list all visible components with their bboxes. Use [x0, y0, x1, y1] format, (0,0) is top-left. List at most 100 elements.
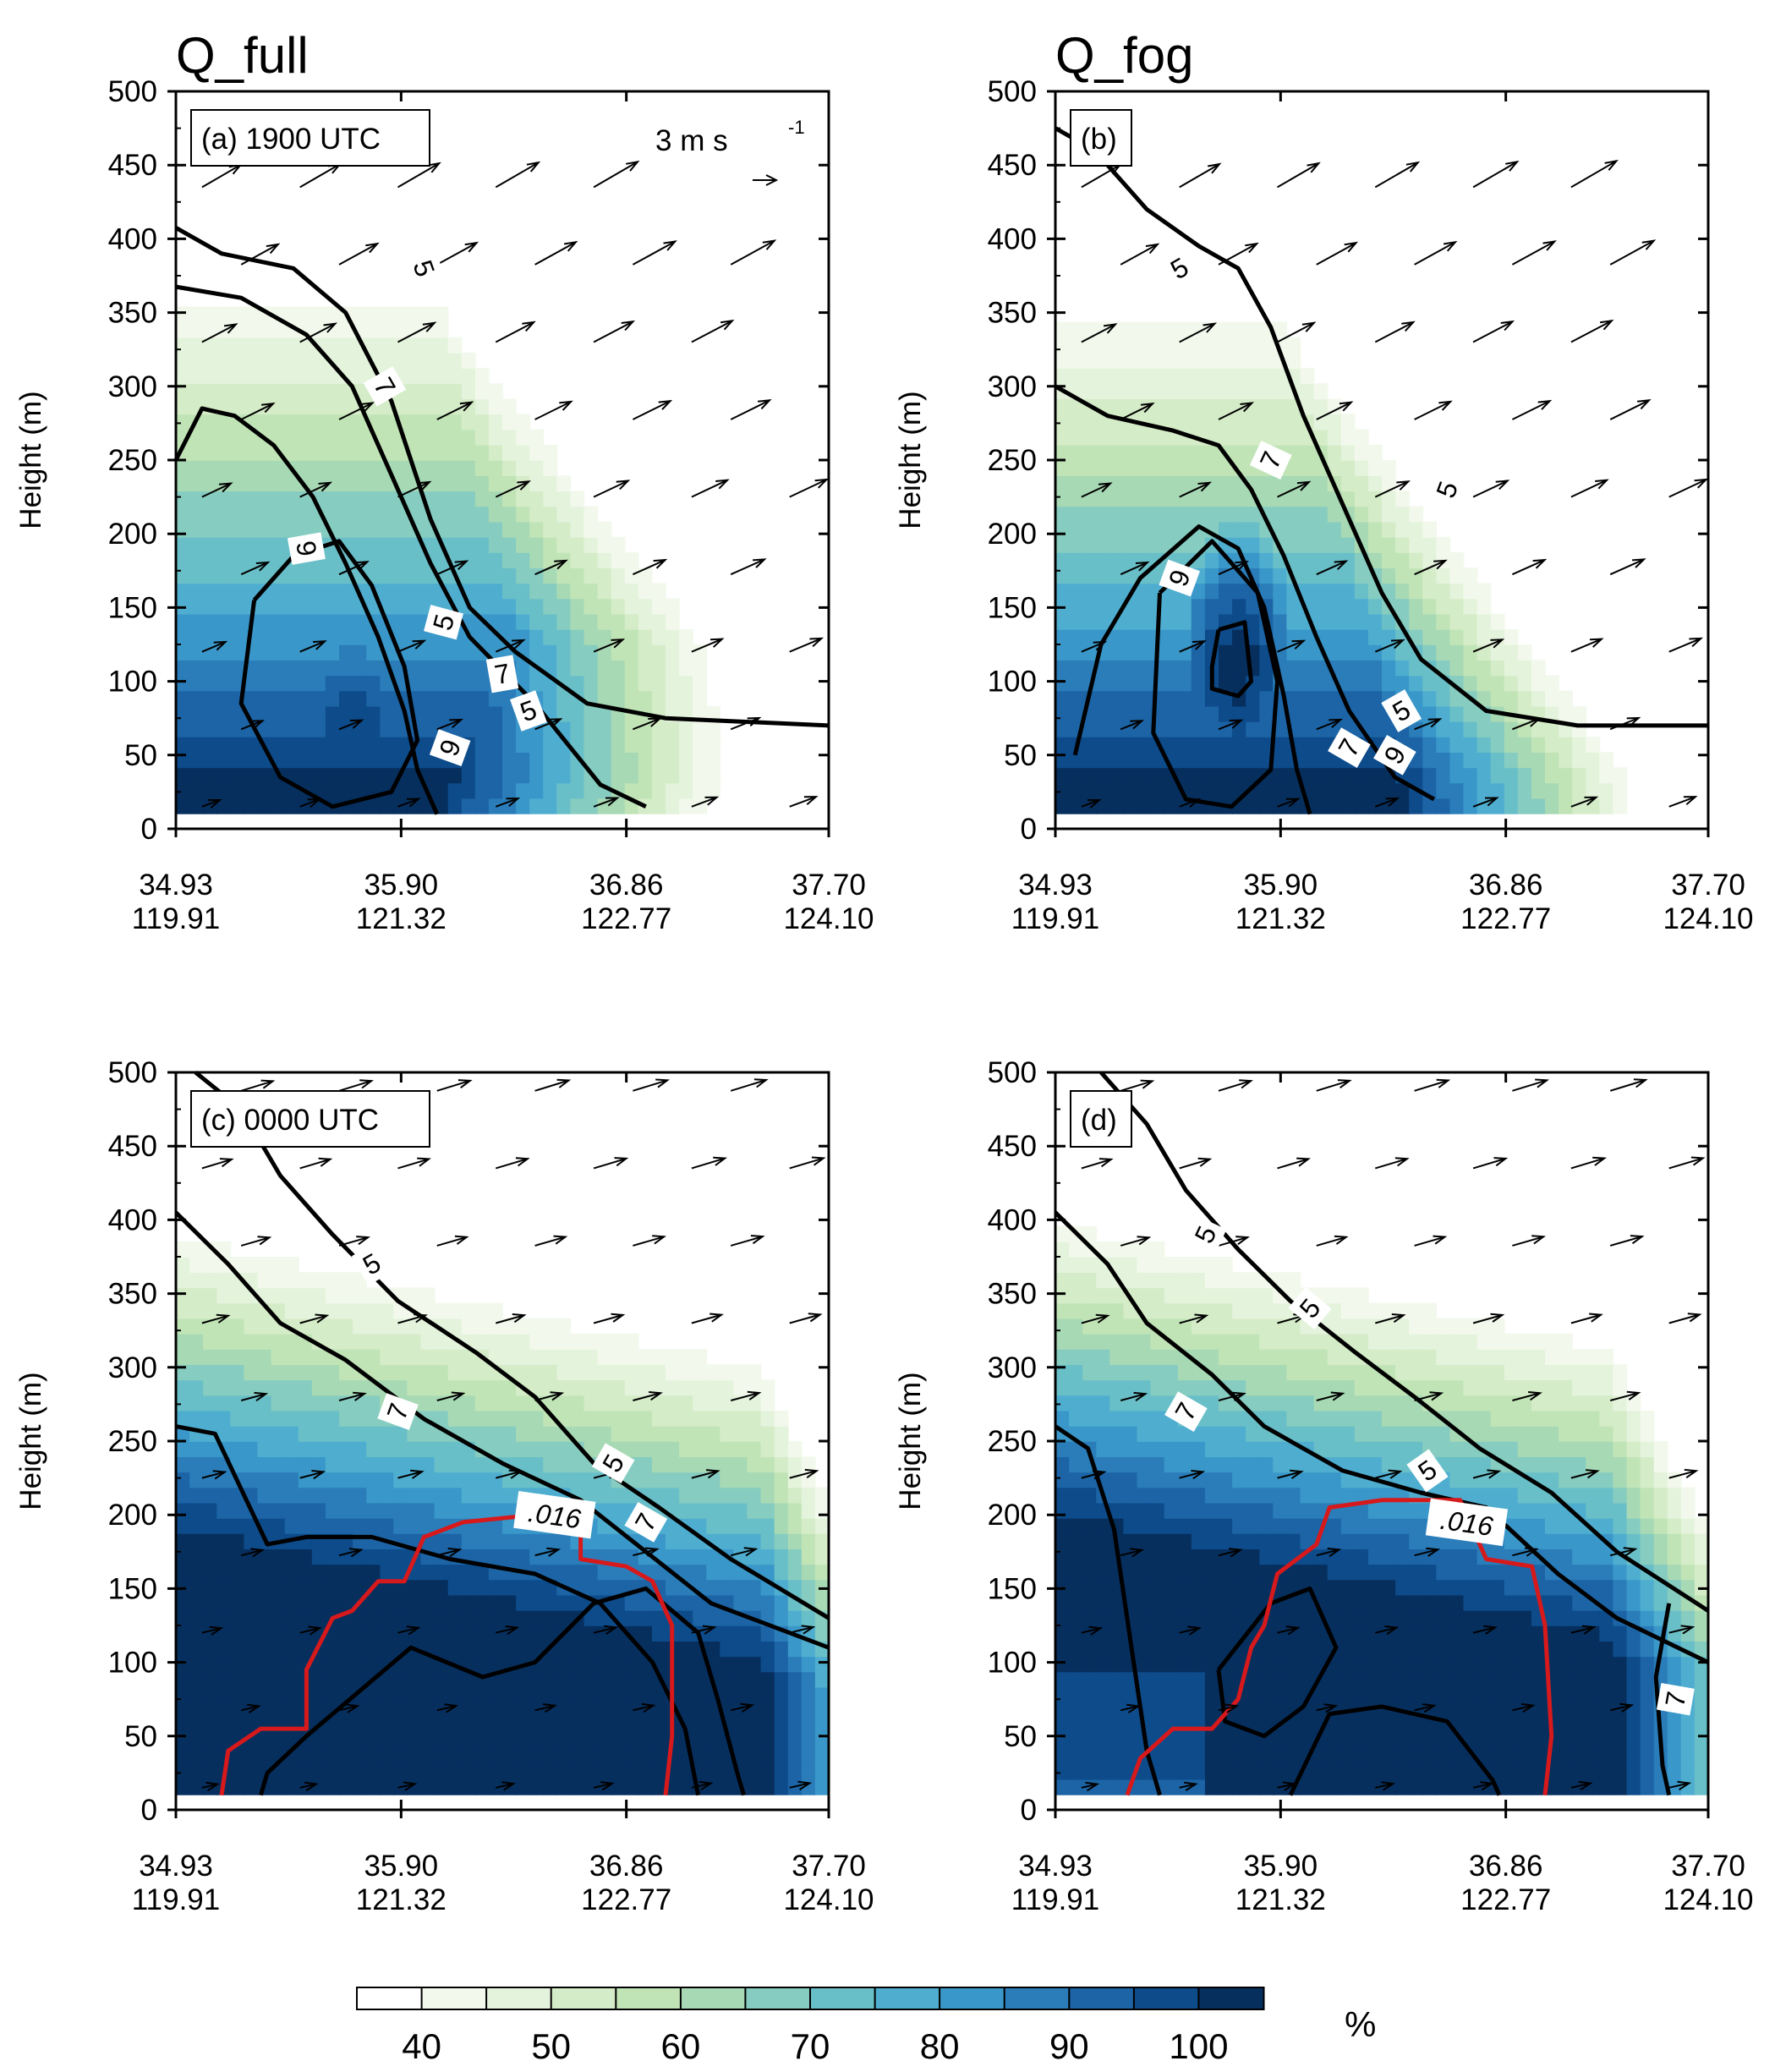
humidity-cell [1219, 368, 1233, 384]
humidity-cell [814, 1594, 830, 1611]
humidity-cell [1422, 752, 1438, 769]
wind-vector [1374, 639, 1405, 653]
humidity-cell [502, 1379, 517, 1396]
humidity-cell [1490, 798, 1505, 814]
humidity-cell [189, 491, 204, 507]
humidity-cell [570, 1564, 585, 1581]
humidity-cell [760, 1748, 775, 1765]
humidity-cell [1109, 1333, 1125, 1350]
humidity-cell [1340, 444, 1356, 461]
humidity-cell [189, 598, 204, 615]
humidity-cell [570, 567, 585, 584]
humidity-cell [244, 491, 259, 507]
humidity-cell [787, 1641, 803, 1658]
wind-vector [240, 1703, 261, 1713]
y-tick-label: 50 [1004, 739, 1037, 772]
humidity-cell [311, 1579, 326, 1596]
humidity-cell [339, 1379, 353, 1396]
humidity-cell [1476, 628, 1492, 645]
humidity-cell [1409, 521, 1424, 538]
humidity-cell [1109, 1702, 1125, 1718]
humidity-cell [284, 1364, 299, 1381]
humidity-cell [516, 1349, 530, 1365]
humidity-cell [529, 1609, 545, 1626]
humidity-cell [230, 552, 245, 568]
wind-vector-head [1235, 561, 1249, 571]
humidity-cell [488, 752, 503, 769]
humidity-cell [474, 767, 490, 784]
humidity-cell [393, 337, 408, 354]
humidity-cell [706, 1609, 721, 1626]
humidity-cell [216, 583, 232, 600]
humidity-cell [176, 628, 190, 645]
humidity-cell [651, 798, 666, 814]
humidity-cell [176, 475, 190, 492]
humidity-cell [420, 444, 436, 461]
humidity-cell [353, 414, 367, 430]
humidity-cell [543, 1456, 558, 1473]
humidity-cell [366, 644, 381, 661]
humidity-cell [666, 798, 680, 814]
humidity-cell [1069, 675, 1083, 692]
humidity-cell [1150, 368, 1165, 384]
wind-vector [789, 1156, 826, 1170]
humidity-cell [1219, 552, 1233, 568]
humidity-cell [1476, 752, 1492, 769]
humidity-cell [1082, 613, 1098, 630]
humidity-cell [488, 628, 503, 645]
humidity-cell [284, 1609, 299, 1626]
humidity-cell [706, 1502, 721, 1519]
wind-vector-head [1140, 403, 1155, 414]
humidity-cell [339, 521, 353, 538]
humidity-cell [311, 1748, 326, 1765]
wind-vector-head [260, 1079, 276, 1089]
humidity-cell [1123, 368, 1138, 384]
humidity-cell [1069, 1702, 1083, 1718]
humidity-cell [271, 506, 286, 523]
humidity-cell [1069, 1517, 1083, 1534]
humidity-cell [380, 1718, 395, 1734]
humidity-cell [1069, 1241, 1083, 1258]
humidity-cell [1449, 598, 1465, 615]
humidity-cell [583, 1364, 599, 1381]
wind-vector-shaft [338, 1705, 358, 1712]
humidity-cell [366, 1425, 381, 1442]
humidity-cell [284, 721, 299, 737]
wind-vector [1472, 480, 1510, 498]
humidity-cell [651, 690, 666, 707]
humidity-cell [311, 1502, 326, 1519]
humidity-cell [760, 1487, 775, 1504]
humidity-cell [760, 1379, 775, 1396]
humidity-cell [1191, 1257, 1206, 1273]
humidity-cell [1531, 782, 1546, 799]
humidity-cell [1150, 444, 1165, 461]
wind-vector-shaft [397, 321, 436, 343]
humidity-cell [1177, 1625, 1192, 1642]
humidity-cell [1069, 1625, 1083, 1642]
wind-vector-shaft [1374, 162, 1419, 189]
wind-vector [1414, 559, 1448, 576]
humidity-cell [298, 398, 313, 415]
humidity-cell [339, 1287, 353, 1304]
humidity-cell [230, 1318, 245, 1335]
humidity-cell [1137, 1625, 1152, 1642]
humidity-cell [733, 1641, 748, 1658]
humidity-cell [1055, 1718, 1070, 1734]
humidity-cell [1164, 491, 1179, 507]
humidity-cell [1177, 1533, 1192, 1549]
x-tick-lat: 36.86 [1469, 869, 1543, 902]
humidity-cell [1191, 705, 1206, 722]
x-tick-lon: 122.77 [581, 1883, 671, 1916]
humidity-cell [1436, 613, 1451, 630]
humidity-cell [1123, 491, 1138, 507]
humidity-cell [1150, 1564, 1165, 1581]
humidity-cell [176, 583, 190, 600]
wind-vector-shaft [633, 1392, 661, 1401]
humidity-cell [1150, 321, 1165, 338]
humidity-cell [189, 767, 204, 784]
humidity-cell [271, 644, 286, 661]
humidity-cell [570, 506, 585, 523]
humidity-cell [801, 1487, 816, 1504]
humidity-cell [284, 1257, 299, 1273]
humidity-cell [380, 1594, 395, 1611]
